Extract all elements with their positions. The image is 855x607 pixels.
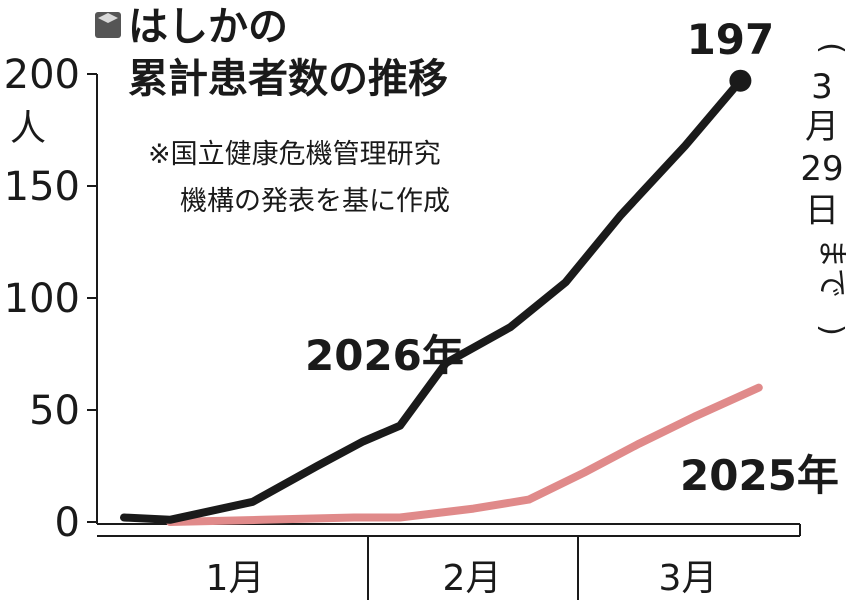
cube-icon-detail xyxy=(98,13,118,23)
source-note-line2: 機構の発表を基に作成 xyxy=(180,186,450,217)
period-note-month: 3 xyxy=(811,67,833,107)
y-tick-label: 50 xyxy=(29,388,80,434)
period-note-month-unit: 月 xyxy=(805,107,839,147)
x-ticks: 1月 2月 3月 xyxy=(206,558,718,599)
chart-title-line2: 累計患者数の推移 xyxy=(128,56,448,102)
series-2026-end-point xyxy=(729,69,752,92)
x-tick-label: 1月 xyxy=(206,558,265,599)
x-tick-label: 3月 xyxy=(659,558,718,599)
series-2025-line xyxy=(166,383,763,526)
series-2026-end-label: 197 xyxy=(687,15,775,64)
y-tick-label: 150 xyxy=(4,164,80,210)
series-2026-label: 2026年 xyxy=(305,331,464,380)
period-note-day-unit: 日 xyxy=(805,191,839,231)
series-labels: 197 2026年 2025年 xyxy=(305,15,839,500)
period-note-close: ) xyxy=(814,324,849,336)
y-tick-label: 200 xyxy=(4,52,80,98)
y-tick-label: 100 xyxy=(4,276,80,322)
y-tick-label: 0 xyxy=(55,500,80,546)
series-layer xyxy=(120,69,763,526)
series-2026-line xyxy=(120,76,745,524)
y-ticks: 0 50 100 150 200 xyxy=(4,52,97,546)
period-note-open: ( xyxy=(814,42,849,54)
source-note-line1: ※国立健康危機管理研究 xyxy=(148,139,441,170)
x-tick-label: 2月 xyxy=(443,558,502,599)
series-2025-label: 2025年 xyxy=(680,451,839,500)
y-axis-label: 人 xyxy=(10,108,46,149)
period-note-until: まで xyxy=(814,238,849,298)
chart-title-line1: はしかの xyxy=(128,4,288,50)
period-note-day: 29 xyxy=(800,149,843,189)
